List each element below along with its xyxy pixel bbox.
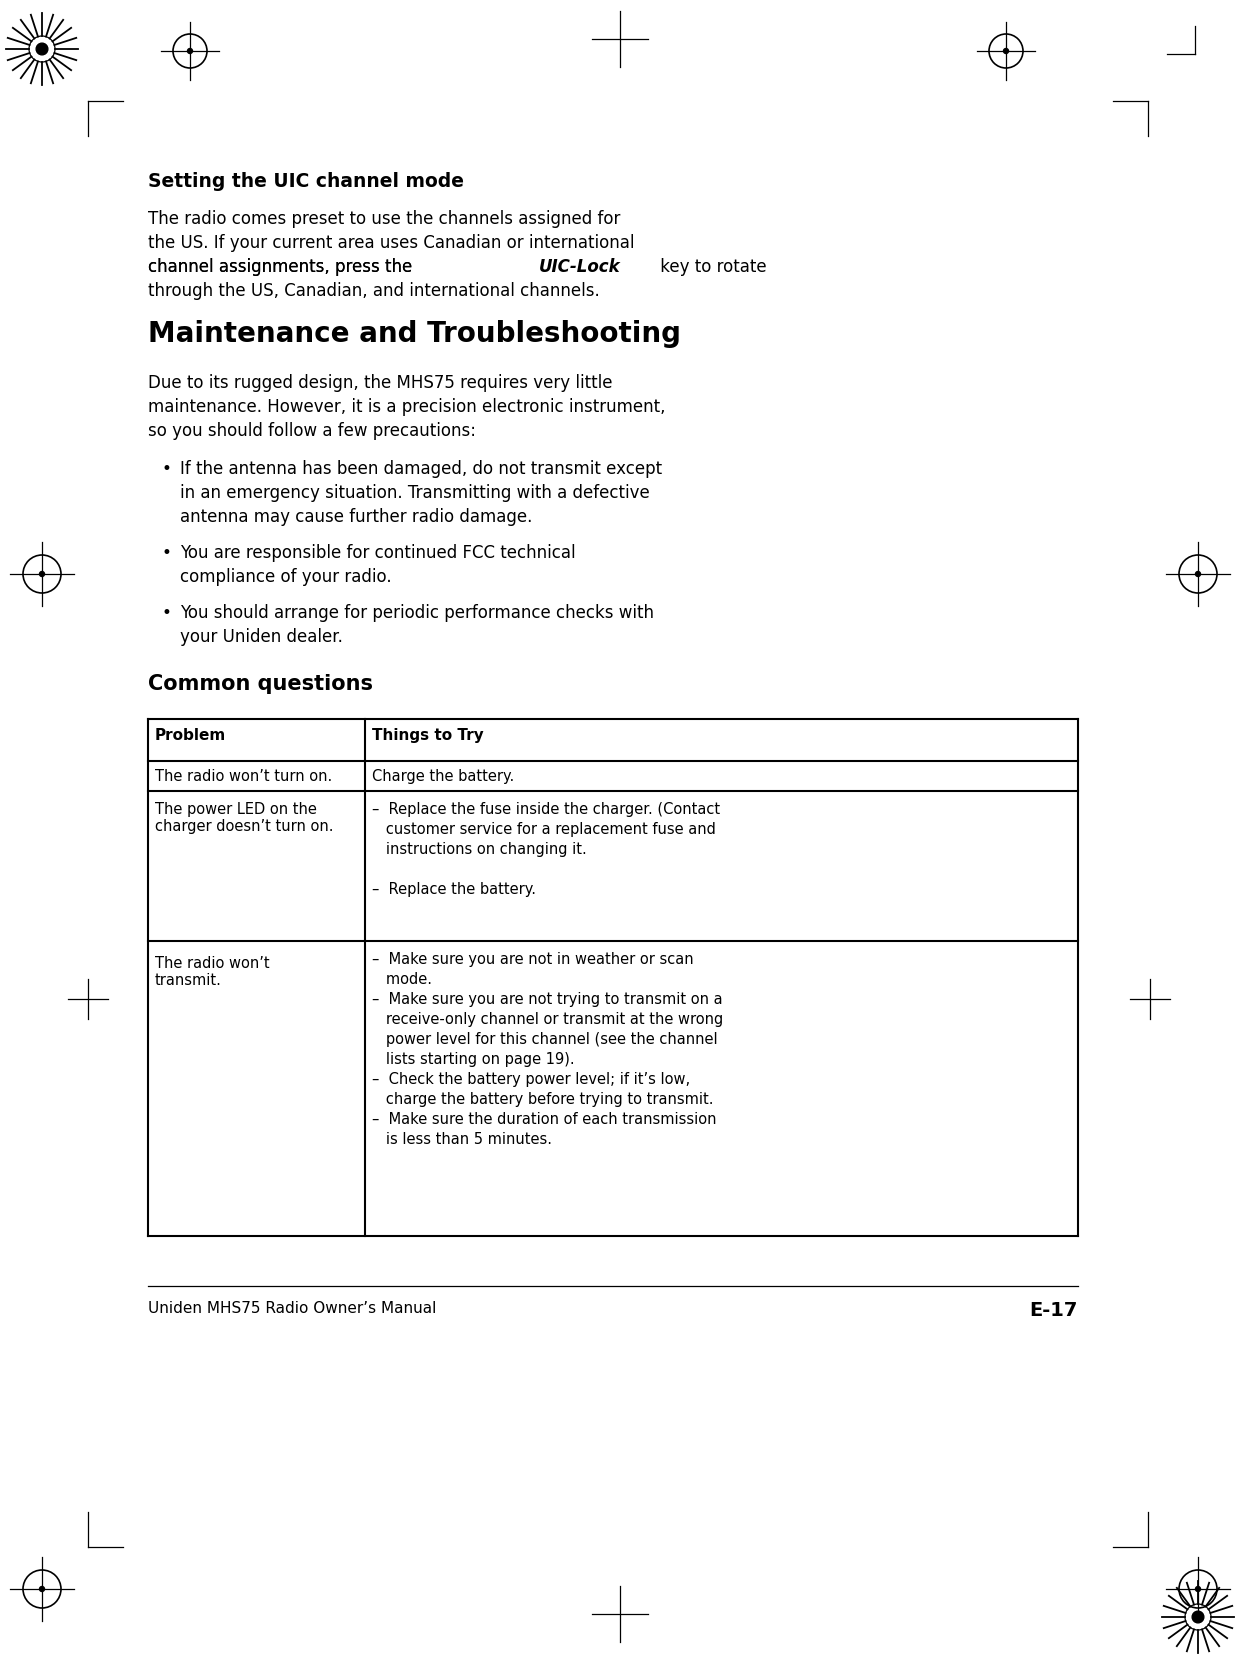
Text: in an emergency situation. Transmitting with a defective: in an emergency situation. Transmitting …: [180, 483, 650, 501]
Circle shape: [29, 36, 55, 63]
Circle shape: [1195, 1587, 1200, 1592]
Text: mode.: mode.: [372, 971, 432, 986]
Text: is less than 5 minutes.: is less than 5 minutes.: [372, 1132, 552, 1147]
Text: The power LED on the
charger doesn’t turn on.: The power LED on the charger doesn’t tur…: [155, 801, 334, 834]
Text: Problem: Problem: [155, 728, 226, 743]
Text: –  Replace the fuse inside the charger. (Contact: – Replace the fuse inside the charger. (…: [372, 801, 720, 816]
Text: The radio comes preset to use the channels assigned for: The radio comes preset to use the channe…: [148, 210, 620, 228]
Text: instructions on changing it.: instructions on changing it.: [372, 841, 587, 857]
Text: antenna may cause further radio damage.: antenna may cause further radio damage.: [180, 508, 532, 526]
Text: The radio won’t turn on.: The radio won’t turn on.: [155, 768, 332, 783]
Text: compliance of your radio.: compliance of your radio.: [180, 568, 392, 586]
Text: Common questions: Common questions: [148, 674, 373, 693]
Text: key to rotate: key to rotate: [655, 258, 766, 276]
Text: UIC-Lock: UIC-Lock: [539, 258, 621, 276]
Text: power level for this channel (see the channel: power level for this channel (see the ch…: [372, 1031, 718, 1046]
Text: –  Replace the battery.: – Replace the battery.: [372, 882, 536, 897]
Text: •: •: [162, 604, 172, 622]
Text: your Uniden dealer.: your Uniden dealer.: [180, 627, 343, 645]
Circle shape: [187, 50, 192, 55]
Text: You are responsible for continued FCC technical: You are responsible for continued FCC te…: [180, 544, 575, 561]
Text: the US. If your current area uses Canadian or international: the US. If your current area uses Canadi…: [148, 233, 635, 252]
Text: Things to Try: Things to Try: [372, 728, 484, 743]
Text: channel assignments, press the: channel assignments, press the: [148, 258, 418, 276]
Text: Uniden MHS75 Radio Owner’s Manual: Uniden MHS75 Radio Owner’s Manual: [148, 1301, 436, 1316]
Text: through the US, Canadian, and international channels.: through the US, Canadian, and internatio…: [148, 281, 600, 300]
Circle shape: [1195, 573, 1200, 578]
Text: –  Make sure the duration of each transmission: – Make sure the duration of each transmi…: [372, 1111, 717, 1127]
Text: –  Check the battery power level; if it’s low,: – Check the battery power level; if it’s…: [372, 1071, 691, 1086]
Text: charge the battery before trying to transmit.: charge the battery before trying to tran…: [372, 1091, 713, 1106]
Circle shape: [1192, 1612, 1204, 1624]
Text: lists starting on page 19).: lists starting on page 19).: [372, 1051, 574, 1066]
Circle shape: [1185, 1604, 1211, 1630]
Text: receive-only channel or transmit at the wrong: receive-only channel or transmit at the …: [372, 1011, 723, 1026]
Circle shape: [40, 1587, 45, 1592]
Text: –  Make sure you are not trying to transmit on a: – Make sure you are not trying to transm…: [372, 991, 723, 1006]
Text: •: •: [162, 460, 172, 478]
Text: Due to its rugged design, the MHS75 requires very little: Due to its rugged design, the MHS75 requ…: [148, 374, 613, 392]
Circle shape: [1003, 50, 1008, 55]
Text: Maintenance and Troubleshooting: Maintenance and Troubleshooting: [148, 319, 681, 348]
Text: maintenance. However, it is a precision electronic instrument,: maintenance. However, it is a precision …: [148, 397, 666, 415]
Text: Charge the battery.: Charge the battery.: [372, 768, 515, 783]
Text: •: •: [162, 544, 172, 561]
Text: You should arrange for periodic performance checks with: You should arrange for periodic performa…: [180, 604, 653, 622]
Circle shape: [36, 45, 48, 56]
Text: customer service for a replacement fuse and: customer service for a replacement fuse …: [372, 821, 715, 836]
Text: so you should follow a few precautions:: so you should follow a few precautions:: [148, 422, 476, 440]
Text: The radio won’t
transmit.: The radio won’t transmit.: [155, 955, 269, 988]
Text: If the antenna has been damaged, do not transmit except: If the antenna has been damaged, do not …: [180, 460, 662, 478]
Text: E-17: E-17: [1029, 1301, 1078, 1319]
Text: channel assignments, press the: channel assignments, press the: [148, 258, 418, 276]
Circle shape: [40, 573, 45, 578]
Text: Setting the UIC channel mode: Setting the UIC channel mode: [148, 172, 464, 190]
Text: –  Make sure you are not in weather or scan: – Make sure you are not in weather or sc…: [372, 952, 693, 967]
